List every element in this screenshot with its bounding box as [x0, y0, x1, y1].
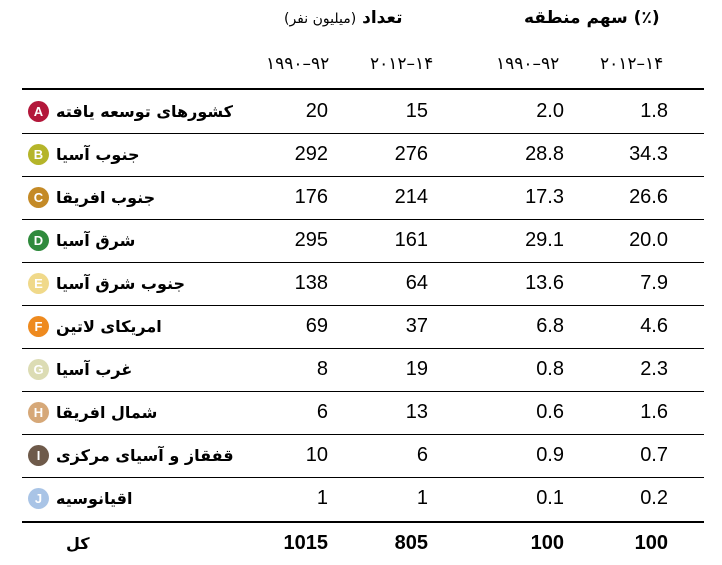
table-row: D شرق آسیا 295 161 29.1 20.0 — [22, 219, 704, 263]
region-badge: D — [28, 230, 49, 251]
count-header-unit: (میلیون نفر) — [284, 11, 357, 27]
region-badge: H — [28, 402, 49, 423]
cell-count-1990: 292 — [294, 143, 328, 165]
region-badge: C — [28, 187, 49, 208]
table-row: F امریکای لاتین 69 37 6.8 4.6 — [22, 305, 704, 349]
cell-count-1990: 176 — [294, 186, 328, 208]
region-name: غرب آسیا — [56, 360, 133, 379]
cell-share-1990: 13.6 — [525, 272, 564, 294]
header-divider — [22, 88, 704, 90]
cell-share-1990: 29.1 — [525, 229, 564, 251]
cell-share-2012: 34.3 — [629, 143, 668, 165]
cell-share-2012: 0.7 — [640, 444, 668, 466]
cell-count-1990: 8 — [316, 358, 328, 380]
count-header: تعداد (میلیون نفر) — [284, 8, 402, 28]
region-name: جنوب آسیا — [56, 145, 140, 164]
total-share-2012: 100 — [634, 532, 668, 554]
cell-share-2012: 1.6 — [640, 401, 668, 423]
region-badge: E — [28, 273, 49, 294]
total-label: کل — [66, 534, 90, 553]
cell-share-1990: 0.8 — [536, 358, 564, 380]
region-name: شرق آسیا — [56, 231, 136, 250]
region-name: امریکای لاتین — [56, 317, 162, 336]
region-name: کشورهای توسعه یافته — [56, 102, 233, 121]
cell-count-2012: 276 — [394, 143, 428, 165]
region-name: جنوب شرق آسیا — [56, 274, 186, 293]
cell-count-1990: 20 — [305, 100, 328, 122]
share-header: سهم منطقه (٪) — [524, 8, 660, 28]
cell-share-2012: 7.9 — [640, 272, 668, 294]
year-header-count-1990: ۱۹۹۰–۹۲ — [266, 54, 330, 74]
cell-count-2012: 13 — [405, 401, 428, 423]
total-count-1990: 1015 — [283, 532, 329, 554]
region-badge: B — [28, 144, 49, 165]
region-badge: A — [28, 101, 49, 122]
cell-share-1990: 17.3 — [525, 186, 564, 208]
total-divider — [22, 521, 704, 523]
table-row: B جنوب آسیا 292 276 28.8 34.3 — [22, 133, 704, 177]
cell-share-2012: 0.2 — [640, 487, 668, 509]
cell-count-2012: 37 — [405, 315, 428, 337]
year-header-share-2012: ۲۰۱۲–۱۴ — [600, 54, 664, 74]
cell-share-1990: 28.8 — [525, 143, 564, 165]
cell-share-1990: 0.9 — [536, 444, 564, 466]
cell-share-2012: 1.8 — [640, 100, 668, 122]
table-row: A کشورهای توسعه یافته 20 15 2.0 1.8 — [22, 90, 704, 134]
cell-count-2012: 161 — [394, 229, 428, 251]
cell-share-2012: 20.0 — [629, 229, 668, 251]
cell-count-1990: 1 — [316, 487, 328, 509]
table-row: H شمال افریقا 6 13 0.6 1.6 — [22, 391, 704, 435]
cell-count-1990: 69 — [305, 315, 328, 337]
region-name: جنوب افریقا — [56, 188, 156, 207]
table-row: I قفقاز و آسیای مرکزی 10 6 0.9 0.7 — [22, 434, 704, 478]
table-row: G غرب آسیا 8 19 0.8 2.3 — [22, 348, 704, 392]
cell-share-1990: 6.8 — [536, 315, 564, 337]
cell-count-2012: 19 — [405, 358, 428, 380]
total-share-1990: 100 — [530, 532, 564, 554]
cell-share-2012: 2.3 — [640, 358, 668, 380]
cell-count-2012: 6 — [416, 444, 428, 466]
cell-share-1990: 0.1 — [536, 487, 564, 509]
table-row: C جنوب افریقا 176 214 17.3 26.6 — [22, 176, 704, 220]
region-name: قفقاز و آسیای مرکزی — [56, 446, 234, 465]
region-name: شمال افریقا — [56, 403, 158, 422]
cell-count-1990: 10 — [305, 444, 328, 466]
count-header-title: تعداد — [362, 8, 403, 28]
cell-share-1990: 0.6 — [536, 401, 564, 423]
year-header-share-1990: ۱۹۹۰–۹۲ — [496, 54, 560, 74]
cell-count-2012: 15 — [405, 100, 428, 122]
cell-share-1990: 2.0 — [536, 100, 564, 122]
region-name: اقیانوسیه — [56, 489, 133, 508]
region-badge: F — [28, 316, 49, 337]
cell-count-2012: 64 — [405, 272, 428, 294]
cell-share-2012: 4.6 — [640, 315, 668, 337]
region-badge: G — [28, 359, 49, 380]
cell-count-1990: 295 — [294, 229, 328, 251]
cell-share-2012: 26.6 — [629, 186, 668, 208]
cell-count-1990: 6 — [316, 401, 328, 423]
table-row: E جنوب شرق آسیا 138 64 13.6 7.9 — [22, 262, 704, 306]
total-row: کل 1015 805 100 100 — [22, 522, 704, 565]
cell-count-1990: 138 — [294, 272, 328, 294]
cell-count-2012: 214 — [394, 186, 428, 208]
region-badge: I — [28, 445, 49, 466]
year-header-count-2012: ۲۰۱۲–۱۴ — [370, 54, 434, 74]
region-badge: J — [28, 488, 49, 509]
total-count-2012: 805 — [394, 532, 428, 554]
cell-count-2012: 1 — [416, 487, 428, 509]
table-row: J اقیانوسیه 1 1 0.1 0.2 — [22, 477, 704, 520]
